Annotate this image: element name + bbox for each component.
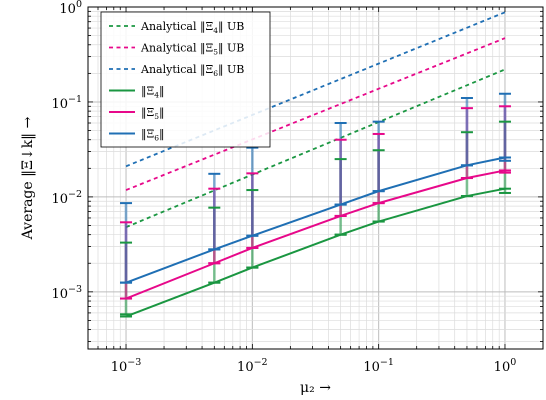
legend: Analytical ‖Ξ4‖ UB Analytical ‖Ξ5‖ UB Anal… [100, 11, 271, 148]
y-axis-title: Average ‖Ξ↓k‖ → [20, 116, 36, 240]
legend-label: Analytical ‖Ξ6‖ UB [140, 63, 244, 78]
x-tick-label: 10−1 [363, 357, 394, 375]
legend-label: Analytical ‖Ξ5‖ UB [140, 42, 244, 57]
legend-label: ‖Ξ6‖ [141, 128, 165, 143]
plot-frame [87, 6, 544, 350]
x-axis-title: μ₂ → [300, 380, 331, 396]
mean-line [125, 187, 506, 318]
y-tick-label: 10−3 [51, 284, 82, 302]
x-tick-label: 100 [494, 357, 517, 375]
x-tick-label: 10−3 [111, 357, 142, 375]
legend-box [100, 11, 271, 148]
legend-label: ‖Ξ5‖ [141, 106, 165, 121]
axis-ticks: 10−3 10−2 10−1 100 10−3 10−2 10−1 100 [51, 0, 544, 375]
y-tick-label: 10−1 [51, 94, 82, 112]
legend-label: Analytical ‖Ξ4‖ UB [140, 20, 244, 35]
y-tick-label: 10−2 [51, 189, 82, 207]
legend-label: ‖Ξ4‖ [141, 85, 165, 100]
y-tick-label: 100 [59, 0, 82, 17]
mean-line [125, 156, 506, 284]
upper-bound-line [125, 68, 506, 228]
series-layer [120, 11, 511, 318]
upper-bound-line [125, 37, 506, 191]
mean-line [125, 169, 506, 300]
x-tick-label: 10−2 [237, 357, 268, 375]
